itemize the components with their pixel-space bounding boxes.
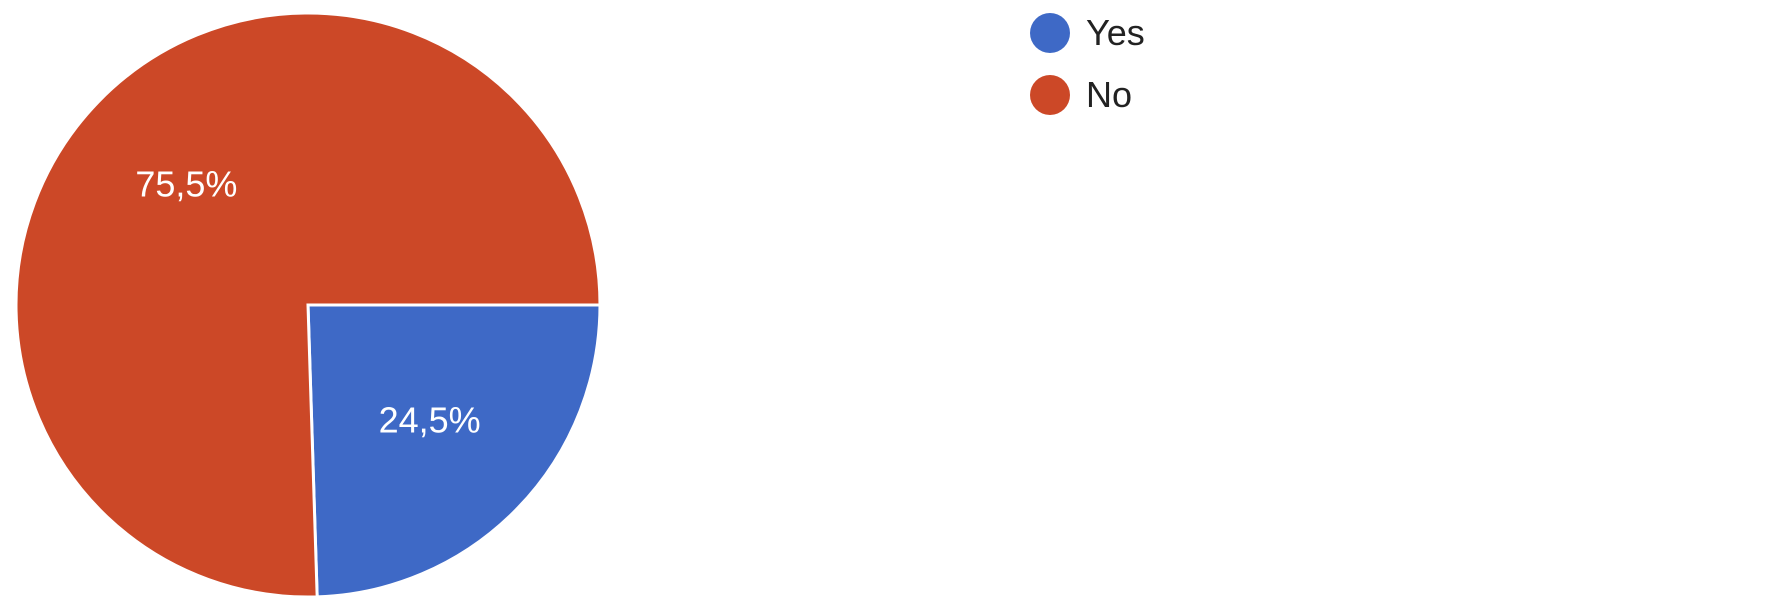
slice-label-yes: 24,5% xyxy=(379,399,481,440)
legend-swatch-no xyxy=(1030,75,1070,115)
pie-slice-yes[interactable] xyxy=(306,303,602,599)
legend-swatch-yes xyxy=(1030,13,1070,53)
legend-item-no[interactable]: No xyxy=(1030,73,1145,117)
legend-label-no: No xyxy=(1086,74,1133,115)
legend: Yes No xyxy=(1030,11,1145,135)
pie-slice-no[interactable] xyxy=(14,11,602,599)
slice-label-no: 75,5% xyxy=(135,164,237,205)
legend-label-yes: Yes xyxy=(1086,12,1145,53)
legend-item-yes[interactable]: Yes xyxy=(1030,11,1145,55)
